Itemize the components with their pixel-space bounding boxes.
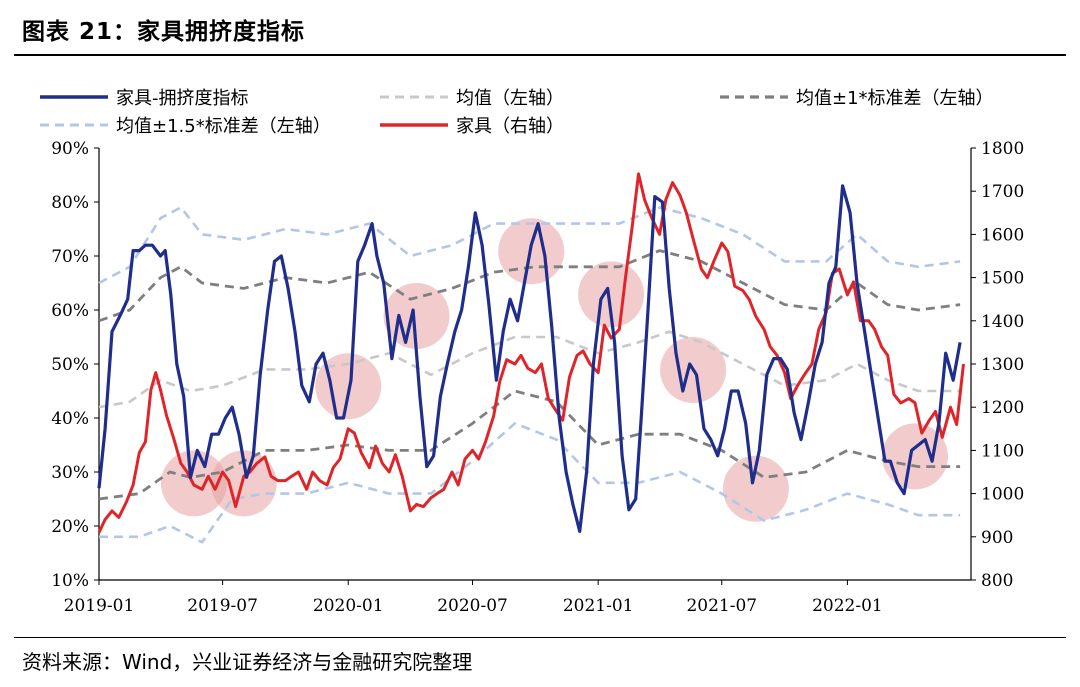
left-tick-label: 80% [51,193,89,213]
legend-label: 均值（左轴） [456,88,564,109]
series-line [97,184,962,533]
left-tick-label: 90% [51,139,89,159]
series-line [98,249,961,323]
series-lines [97,172,965,544]
right-tick-label: 1600 [981,225,1024,245]
legend-label: 家具-拥挤度指标 [116,88,249,109]
series-line [98,330,961,409]
left-tick-label: 50% [51,355,89,375]
x-tick-label: 2021-01 [563,596,634,616]
legend-label: 均值±1*标准差（左轴） [796,88,994,109]
axes: 10% 20% 30% 40% 50% 60% 70% 80% 90% 800 900 1000 110… [51,139,1024,616]
x-tick-label: 2020-01 [313,596,384,616]
highlight-circle [578,261,645,328]
x-tick-label: 2021-07 [686,596,757,616]
bottom-rule [14,637,1066,638]
left-tick-label: 70% [51,247,89,267]
series-line [97,172,965,534]
right-tick-label: 1000 [981,485,1024,505]
highlight-circle [210,450,277,517]
series-line-lower [98,389,961,501]
series-line [98,206,961,285]
right-tick-label: 800 [981,571,1013,591]
left-tick-label: 30% [51,463,89,483]
source-note: 资料来源：Wind，兴业证券经济与金融研究院整理 [22,650,473,674]
highlight-circle [882,423,949,490]
highlight-circle [383,283,450,349]
x-tick-label: 2020-07 [437,596,508,616]
right-tick-label: 900 [981,528,1013,548]
legend-label: 均值±1.5*标准差（左轴） [116,116,331,137]
legend: 家具-拥挤度指标 均值（左轴） 均值±1*标准差（左轴） 均值±1.5*标准差（左轴）… [40,88,994,137]
right-tick-label: 1100 [981,441,1024,461]
legend-label: 家具（右轴） [456,116,564,137]
left-tick-label: 60% [51,301,89,321]
x-tick-label: 2022-01 [812,596,883,616]
x-tick-label: 2019-01 [64,596,135,616]
right-tick-label: 1800 [981,139,1024,159]
left-tick-label: 20% [51,517,89,537]
right-tick-label: 1700 [981,182,1024,202]
chart-title: 图表 21：家具拥挤度指标 [22,19,306,45]
left-tick-label: 10% [51,571,89,591]
right-tick-label: 1400 [981,312,1024,332]
right-tick-label: 1300 [981,355,1024,375]
right-tick-label: 1500 [981,269,1024,289]
x-tick-label: 2019-07 [187,596,258,616]
top-rule [14,54,1066,56]
left-tick-label: 40% [51,409,89,429]
series-line-lower [99,422,961,544]
right-tick-label: 1200 [981,398,1024,418]
